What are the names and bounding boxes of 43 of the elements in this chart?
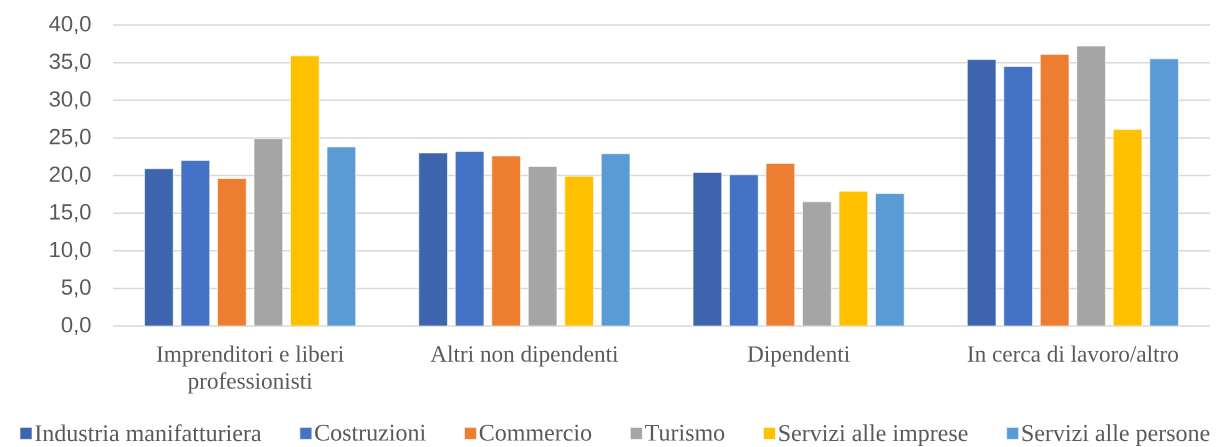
bar — [600, 153, 631, 326]
bar — [692, 172, 723, 326]
bar — [765, 163, 796, 326]
legend-label: Costruzioni — [315, 424, 426, 441]
bar — [253, 138, 284, 326]
y-tick-label: 20,0 — [49, 166, 91, 185]
bar — [802, 201, 832, 326]
bar — [326, 146, 357, 326]
y-tick-label: 15,0 — [50, 204, 91, 223]
bar — [729, 174, 759, 326]
bar — [290, 55, 320, 326]
y-tick-label: 40,0 — [49, 15, 91, 35]
legend-label: Servizi alle imprese — [779, 424, 968, 447]
y-tick-label: 30,0 — [49, 91, 91, 110]
y-tick-label: 10,0 — [50, 241, 91, 260]
y-tick-label: 25,0 — [49, 128, 91, 147]
bar — [1003, 66, 1033, 326]
bar — [1112, 129, 1143, 326]
bar — [1076, 45, 1106, 326]
bar — [491, 155, 521, 326]
y-tick-label: 0,0 — [61, 316, 91, 336]
y-tick-label: 35,0 — [49, 53, 91, 72]
bar — [180, 160, 211, 326]
bar — [1149, 58, 1179, 326]
bar — [217, 178, 247, 326]
bar — [1039, 54, 1070, 326]
x-tick-label: Dipendenti — [747, 345, 850, 367]
bar — [454, 151, 485, 326]
legend-label: Commercio — [479, 424, 592, 441]
bar — [564, 175, 594, 326]
bar — [144, 168, 174, 326]
legend-label: Servizi alle persone — [1022, 424, 1210, 447]
x-tick-label: Imprenditori e liberi professionisti — [156, 345, 344, 394]
bar — [838, 191, 869, 326]
bar — [966, 59, 997, 326]
bar — [418, 152, 448, 326]
y-tick-label: 5,0 — [61, 279, 91, 298]
legend-label: Turismo — [645, 424, 725, 441]
bar — [527, 166, 558, 326]
x-tick-label: In cerca di lavoro/altro — [967, 345, 1178, 362]
x-tick-label: Altri non dipendenti — [430, 345, 619, 367]
legend-label: Industria manifatturiera — [35, 424, 262, 442]
bar — [875, 193, 905, 326]
